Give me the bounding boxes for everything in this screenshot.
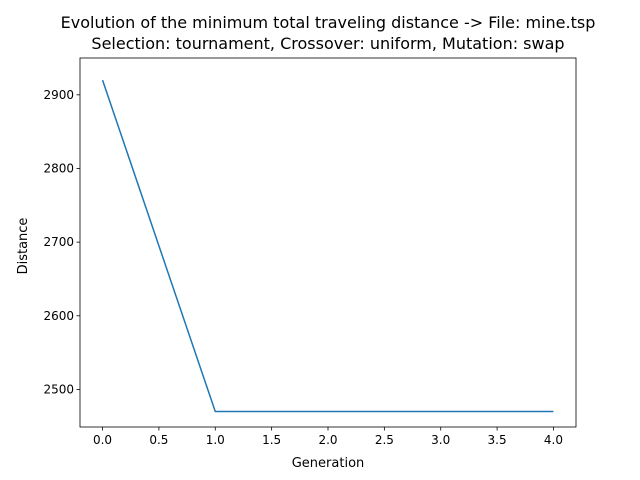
x-tick-label: 2.5	[375, 433, 394, 447]
plot-area: 0.0 0.5 1.0 1.5 2.0 2.5 3.0 3.5 4.0 2500 2600 2700 2…	[43, 57, 577, 447]
x-tick-label: 3.0	[431, 433, 450, 447]
x-axis-label: Generation	[292, 456, 365, 471]
y-tick-label: 2500	[43, 382, 74, 396]
x-tick-label: 1.0	[206, 433, 225, 447]
x-tick-label: 0.0	[93, 433, 112, 447]
x-tick-label: 2.0	[318, 433, 337, 447]
y-tick-label: 2700	[43, 235, 74, 249]
x-tick-label: 0.5	[149, 433, 168, 447]
x-tick-label: 4.0	[544, 433, 563, 447]
chart-title-line1: Evolution of the minimum total traveling…	[61, 13, 596, 32]
chart-title-line2: Selection: tournament, Crossover: unifor…	[91, 34, 564, 53]
y-tick-label: 2900	[43, 88, 74, 102]
x-tick-label: 3.5	[488, 433, 507, 447]
x-tick-label: 1.5	[262, 433, 281, 447]
y-axis-label: Distance	[16, 218, 31, 275]
y-tick-label: 2800	[43, 161, 74, 175]
y-tick-label: 2600	[43, 309, 74, 323]
series-line-0	[101, 79, 554, 413]
